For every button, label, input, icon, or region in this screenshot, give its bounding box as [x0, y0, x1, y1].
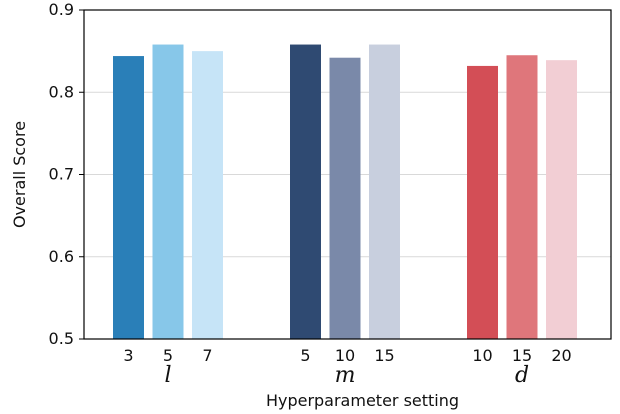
bar-l-7 — [192, 51, 223, 339]
group-label-d: d — [515, 363, 529, 388]
bar-l-5 — [152, 44, 184, 340]
x-tick-label: 10 — [472, 346, 492, 365]
x-tick-label: 15 — [512, 346, 532, 365]
x-tick-label: 3 — [123, 346, 133, 365]
x-axis-ticks: 3 5 7 5 10 15 10 15 20 — [123, 346, 571, 365]
y-tick-label: 0.8 — [49, 82, 74, 101]
bar-l-3 — [113, 56, 144, 340]
bar-d-15 — [506, 55, 538, 340]
x-tick-label: 5 — [163, 346, 173, 365]
y-axis-ticks: 0.5 0.6 0.7 0.8 0.9 — [49, 0, 84, 348]
y-tick-label: 0.6 — [49, 247, 74, 266]
bars — [113, 44, 577, 340]
y-axis-title: Overall Score — [10, 121, 29, 228]
bar-d-20 — [546, 60, 577, 340]
x-tick-label: 7 — [202, 346, 212, 365]
bar-m-15 — [369, 44, 400, 340]
x-axis-title: Hyperparameter setting — [266, 391, 459, 410]
group-label-l: l — [164, 363, 171, 388]
bar-m-5 — [290, 44, 321, 340]
x-tick-label: 20 — [551, 346, 571, 365]
y-tick-label: 0.9 — [49, 0, 74, 19]
y-tick-label: 0.5 — [49, 329, 74, 348]
x-tick-label: 5 — [300, 346, 310, 365]
x-tick-label: 15 — [374, 346, 394, 365]
group-label-m: m — [335, 363, 356, 388]
bar-m-10 — [329, 57, 361, 339]
x-tick-label: 10 — [335, 346, 355, 365]
y-tick-label: 0.7 — [49, 165, 74, 184]
bar-d-10 — [467, 65, 498, 340]
